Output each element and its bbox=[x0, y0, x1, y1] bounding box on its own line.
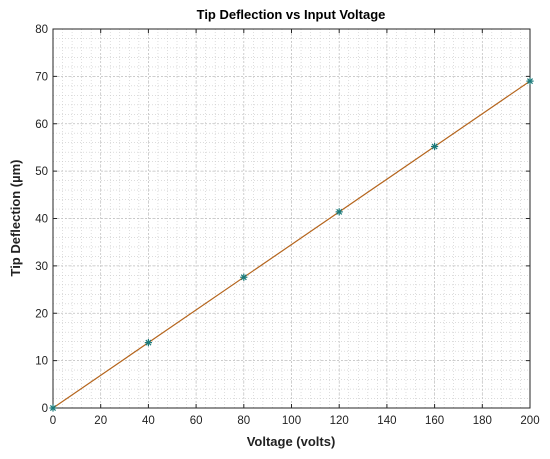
x-tick-label: 20 bbox=[94, 415, 107, 427]
data-point-marker bbox=[526, 77, 534, 85]
x-tick-label: 200 bbox=[520, 415, 539, 427]
y-tick-label: 20 bbox=[35, 308, 48, 320]
y-tick-label: 70 bbox=[35, 71, 48, 83]
data-point-marker bbox=[49, 404, 57, 412]
data-point-marker bbox=[431, 142, 439, 151]
y-tick-label: 80 bbox=[35, 24, 48, 36]
x-tick-label: 100 bbox=[282, 415, 301, 427]
data-point-marker bbox=[335, 208, 343, 216]
data-point-marker bbox=[144, 339, 152, 347]
series bbox=[49, 77, 534, 412]
x-tick-label: 140 bbox=[377, 415, 396, 427]
x-tick-label: 120 bbox=[330, 415, 349, 427]
y-tick-label: 40 bbox=[35, 214, 48, 226]
x-tick-label: 160 bbox=[425, 415, 444, 427]
x-tick-label: 0 bbox=[50, 415, 56, 427]
y-tick-label: 50 bbox=[35, 166, 48, 178]
grid bbox=[52, 28, 531, 409]
y-tick-label: 10 bbox=[35, 356, 48, 368]
x-axis-title: Voltage (volts) bbox=[247, 434, 336, 449]
x-tick-label: 60 bbox=[190, 415, 203, 427]
x-tick-label: 40 bbox=[142, 415, 155, 427]
y-tick-label: 0 bbox=[42, 403, 48, 415]
data-point-marker bbox=[240, 273, 248, 281]
y-tick-label: 30 bbox=[35, 261, 48, 273]
x-tick-label: 180 bbox=[473, 415, 492, 427]
x-tick-label: 80 bbox=[237, 415, 250, 427]
axis-ticks: 0 20 40 60 80 100 120 140 160 180 200 0 10 20 30 40 50 60… bbox=[35, 24, 539, 427]
fit-line bbox=[52, 80, 531, 409]
y-axis-title: Tip Deflection (µm) bbox=[8, 159, 23, 276]
y-tick-label: 60 bbox=[35, 119, 48, 131]
chart-title: Tip Deflection vs Input Voltage bbox=[197, 7, 386, 22]
